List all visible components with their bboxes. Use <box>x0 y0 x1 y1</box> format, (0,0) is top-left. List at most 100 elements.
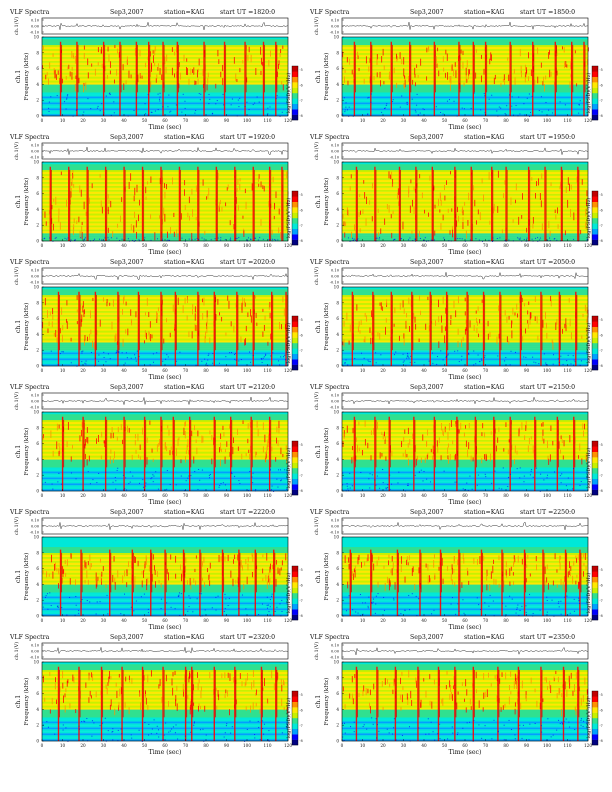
spectrogram-band <box>42 167 288 171</box>
event-streak-core <box>143 669 145 718</box>
noise-dot <box>135 600 137 602</box>
spectrogram-streak <box>357 557 359 565</box>
spectrogram-streak <box>277 440 279 447</box>
spectrogram-band <box>342 165 588 169</box>
noise-dot <box>159 100 161 102</box>
noise-dot <box>188 606 190 608</box>
spectrogram-band <box>42 66 288 69</box>
noise-dot <box>514 734 516 736</box>
noise-dot <box>268 239 270 241</box>
noise-dot <box>519 477 521 479</box>
spectrogram-streak <box>79 185 81 193</box>
spectrogram <box>342 162 589 242</box>
y-tick-label: 4 <box>336 582 339 587</box>
noise-dot <box>502 602 504 604</box>
noise-dot <box>372 598 374 600</box>
spectrogram-streak <box>464 329 466 335</box>
y-tick-label: 10 <box>334 410 340 415</box>
x-tick-label: 110 <box>264 493 272 498</box>
spectrogram-streak <box>384 436 386 441</box>
spectrogram-band <box>342 44 588 48</box>
spectrogram-streak <box>237 205 239 211</box>
noise-dot <box>553 238 555 240</box>
spectrogram-streak <box>53 198 55 202</box>
spectrogram-streak <box>346 57 348 63</box>
x-tick-label: 30 <box>101 368 107 373</box>
colorbar-swatch <box>592 582 598 588</box>
noise-dot <box>560 355 562 357</box>
spectrogram-streak <box>517 698 518 705</box>
noise-dot <box>217 237 219 239</box>
noise-dot <box>285 726 287 728</box>
y-tick-label: 2 <box>336 348 339 353</box>
spectrogram-streak <box>168 429 170 436</box>
spectrogram-streak <box>376 72 378 78</box>
spectrogram-band <box>342 701 588 704</box>
noise-dot <box>115 351 117 353</box>
noise-dot <box>194 112 196 114</box>
spectrogram-band <box>342 52 588 55</box>
spectrogram-streak <box>44 211 46 218</box>
spectrogram-streak <box>570 672 572 679</box>
spectrogram-streak <box>101 206 103 214</box>
event-streak <box>540 666 542 741</box>
y-tick-label: 0 <box>36 114 39 119</box>
waveform-trace <box>341 396 589 405</box>
noise-dot <box>90 352 92 354</box>
spectrogram-streak <box>100 49 102 54</box>
noise-dot <box>360 471 362 473</box>
event-streak <box>542 549 544 616</box>
colorbar-swatch <box>292 218 298 224</box>
colorbar-label: log(PSD)(V²/Hz) <box>585 698 592 739</box>
spectrogram-streak <box>174 323 175 330</box>
colorbar-swatch <box>592 457 598 463</box>
noise-dot <box>178 594 180 596</box>
colorbar-tick-label: -6 <box>300 84 303 88</box>
panel-title: VLF Spectra <box>309 259 350 266</box>
colorbar-frame <box>291 565 299 621</box>
spectrogram-streak <box>241 681 243 687</box>
spectrogram-streak <box>452 694 453 701</box>
y-tick-label: 6 <box>36 691 39 696</box>
event-streak-core <box>558 419 559 468</box>
colorbar-tick-label: -6 <box>600 84 603 88</box>
x-tick-label: 80 <box>203 493 209 498</box>
spectrogram-streak <box>394 307 396 314</box>
event-streak-core <box>556 44 557 93</box>
spectrogram-streak <box>461 339 463 348</box>
noise-dot <box>433 239 435 241</box>
spectrogram-streak <box>565 60 567 68</box>
spectrogram-streak <box>388 560 389 566</box>
spectrogram-streak <box>204 336 206 344</box>
spectrogram-streak <box>239 673 241 679</box>
event-streak-core <box>198 169 200 241</box>
spectrogram-streak <box>547 440 548 449</box>
noise-dot <box>145 113 147 115</box>
noise-dot <box>175 360 177 362</box>
spectrogram-band <box>342 306 588 309</box>
waveform-tick-label: 0.10 <box>331 19 340 23</box>
spectrogram-band <box>42 483 288 486</box>
waveform-trace <box>42 646 289 655</box>
spectrogram-streak <box>447 565 449 571</box>
spectrogram-streak <box>56 699 57 705</box>
spectrogram-streak <box>245 678 247 686</box>
x-tick-label: 20 <box>80 243 86 248</box>
spectrogram-streak <box>557 676 559 683</box>
spectrogram-streak <box>583 423 585 430</box>
noise-dot <box>98 473 100 475</box>
spectrogram-streak <box>253 680 255 688</box>
noise-dot <box>538 363 540 365</box>
event-streak <box>579 549 581 616</box>
x-tick-label: 70 <box>483 618 489 623</box>
noise-dot <box>349 487 351 489</box>
noise-dot <box>372 723 374 725</box>
noise-dot <box>74 614 76 616</box>
panel-station: station=KAG <box>464 509 505 516</box>
colorbar-swatch <box>592 343 598 349</box>
noise-dot <box>484 473 486 475</box>
noise-dot <box>70 472 72 474</box>
spectrogram-streak <box>208 574 210 581</box>
spectrogram-band <box>42 689 288 692</box>
spectrogram-band <box>342 300 588 303</box>
